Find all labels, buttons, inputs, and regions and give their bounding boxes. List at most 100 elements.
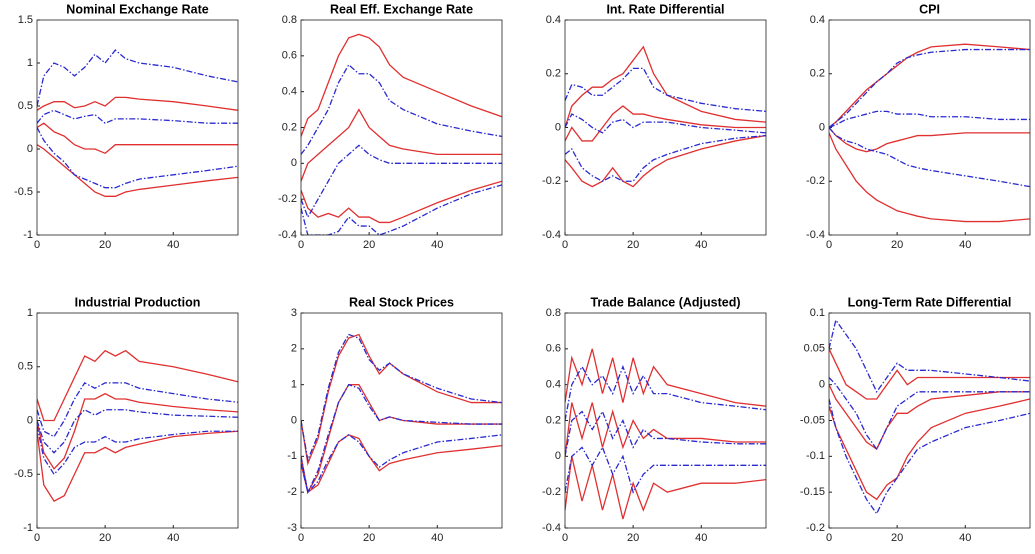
series-line (829, 398, 1030, 515)
series-line (565, 445, 766, 494)
x-tick-label: 40 (431, 532, 443, 544)
y-tick-label: -0.4 (806, 229, 825, 241)
plot-frame (828, 19, 1031, 236)
y-tick-label: 0 (27, 143, 33, 155)
x-tick-label: 40 (695, 532, 707, 544)
y-tick-label: 0.2 (810, 68, 825, 80)
series-line (565, 105, 766, 142)
series-line (37, 425, 238, 476)
x-tick-label: 0 (298, 239, 304, 251)
series-line (565, 348, 766, 407)
plot-frame (300, 312, 503, 529)
y-tick-label: -1 (287, 450, 297, 462)
y-tick-label: -0.2 (806, 522, 825, 534)
plot-frame (564, 312, 767, 529)
y-tick-label: 0 (291, 157, 297, 169)
y-tick-label: -0.2 (806, 175, 825, 187)
series-line (829, 127, 1030, 188)
y-tick-label: 0 (555, 450, 561, 462)
y-tick-label: 0.2 (546, 414, 561, 426)
x-tick-label: 40 (431, 239, 443, 251)
y-tick-label: -0.2 (542, 175, 561, 187)
series-line (301, 434, 502, 494)
x-tick-label: 0 (562, 239, 568, 251)
y-tick-label: -0.4 (542, 522, 561, 534)
x-tick-label: 20 (627, 532, 639, 544)
y-tick-label: -0.05 (800, 414, 825, 426)
y-tick-label: 0.2 (546, 68, 561, 80)
chart-title: Long-Term Rate Differential (848, 295, 1012, 309)
series-line (301, 333, 502, 466)
series-line (301, 184, 502, 235)
series-line (37, 382, 238, 438)
series-line (565, 67, 766, 113)
series-line (829, 384, 1030, 451)
series-line (565, 45, 766, 128)
series-line (37, 408, 238, 454)
chart-title: Nominal Exchange Rate (66, 2, 208, 16)
y-tick-label: 0.6 (282, 50, 297, 62)
series-line (565, 456, 766, 520)
plot-frame (36, 19, 239, 236)
y-tick-label: -0.5 (14, 186, 33, 198)
series-line (37, 392, 238, 470)
series-line (37, 109, 238, 124)
series-line (829, 348, 1030, 400)
y-tick-label: -0.4 (278, 229, 297, 241)
x-tick-label: 20 (363, 532, 375, 544)
y-tick-label: 0 (27, 414, 33, 426)
y-tick-label: 0.4 (546, 379, 561, 391)
series-line (301, 33, 502, 137)
plot-frame (300, 19, 503, 236)
y-tick-label: 1 (27, 307, 33, 319)
y-tick-label: -0.5 (14, 468, 33, 480)
x-tick-label: 20 (99, 532, 111, 544)
series-line (829, 43, 1030, 129)
y-tick-label: -3 (287, 522, 297, 534)
chart-title: Real Stock Prices (349, 295, 454, 309)
x-tick-label: 40 (167, 239, 179, 251)
y-tick-label: 0.8 (546, 307, 561, 319)
y-tick-label: 0 (291, 414, 297, 426)
series-line (37, 127, 238, 189)
chart-title: Trade Balance (Adjusted) (590, 295, 740, 309)
series-line (301, 108, 502, 182)
x-tick-label: 0 (34, 532, 40, 544)
series-line (565, 402, 766, 457)
y-tick-label: -0.2 (278, 193, 297, 205)
x-tick-label: 0 (562, 532, 568, 544)
y-tick-label: 0 (555, 121, 561, 133)
series-line (37, 144, 238, 197)
series-line (565, 364, 766, 421)
chart-title: CPI (919, 2, 940, 16)
y-tick-label: -0.1 (806, 450, 825, 462)
series-line (37, 122, 238, 155)
y-tick-label: -1 (23, 522, 33, 534)
y-tick-label: 0 (819, 121, 825, 133)
series-line (829, 318, 1030, 394)
y-tick-label: 0.4 (810, 14, 825, 26)
series-line (37, 430, 238, 502)
y-tick-label: -0.2 (542, 486, 561, 498)
chart-title: Industrial Production (75, 295, 201, 309)
series-line (37, 349, 238, 422)
y-tick-label: -0.15 (800, 486, 825, 498)
series-line (301, 384, 502, 495)
series-line (301, 180, 502, 224)
series-line (829, 127, 1030, 153)
x-tick-label: 40 (167, 532, 179, 544)
y-tick-label: 0.05 (804, 343, 825, 355)
x-tick-label: 20 (99, 239, 111, 251)
y-tick-label: 0.5 (18, 361, 33, 373)
x-tick-label: 40 (959, 532, 971, 544)
y-tick-label: -1 (23, 229, 33, 241)
series-line (301, 333, 502, 463)
y-tick-label: -2 (287, 486, 297, 498)
x-tick-label: 0 (826, 239, 832, 251)
series-line (565, 410, 766, 457)
plot-frame (828, 312, 1031, 529)
series-line (829, 110, 1030, 129)
y-tick-label: 0.6 (546, 343, 561, 355)
